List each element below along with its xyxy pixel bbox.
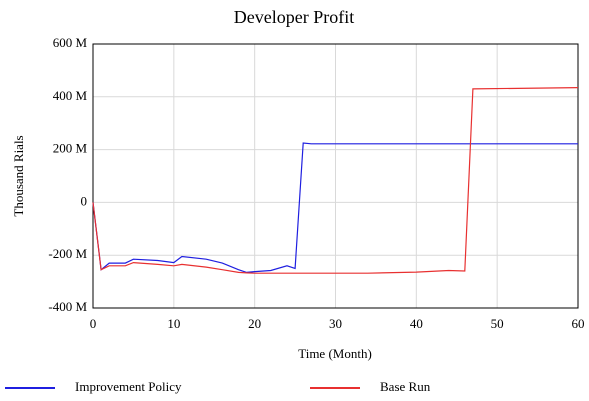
x-tick-label: 10: [167, 316, 180, 331]
plot-frame: [92, 43, 579, 309]
y-tick-label: -400 M: [48, 299, 87, 314]
chart-title: Developer Profit: [234, 7, 354, 27]
series-line: [92, 87, 579, 274]
series-line: [92, 142, 578, 274]
x-tick-label: 20: [248, 316, 261, 331]
legend-label: Base Run: [380, 379, 431, 394]
y-tick-label: 400 M: [53, 88, 88, 103]
x-tick-label: 50: [491, 316, 504, 331]
x-tick-label: 0: [90, 316, 97, 331]
legend-label: Improvement Policy: [75, 379, 182, 394]
x-axis-label: Time (Month): [298, 346, 372, 361]
x-tick-label: 40: [410, 316, 423, 331]
y-tick-label: 200 M: [53, 141, 88, 156]
y-tick-label: 0: [81, 193, 88, 208]
x-tick-label: 60: [572, 316, 585, 331]
y-tick-label: -200 M: [48, 246, 87, 261]
y-tick-label: 600 M: [53, 35, 88, 50]
x-tick-label: 30: [329, 316, 342, 331]
y-axis-label: Thousand Rials: [11, 135, 26, 216]
